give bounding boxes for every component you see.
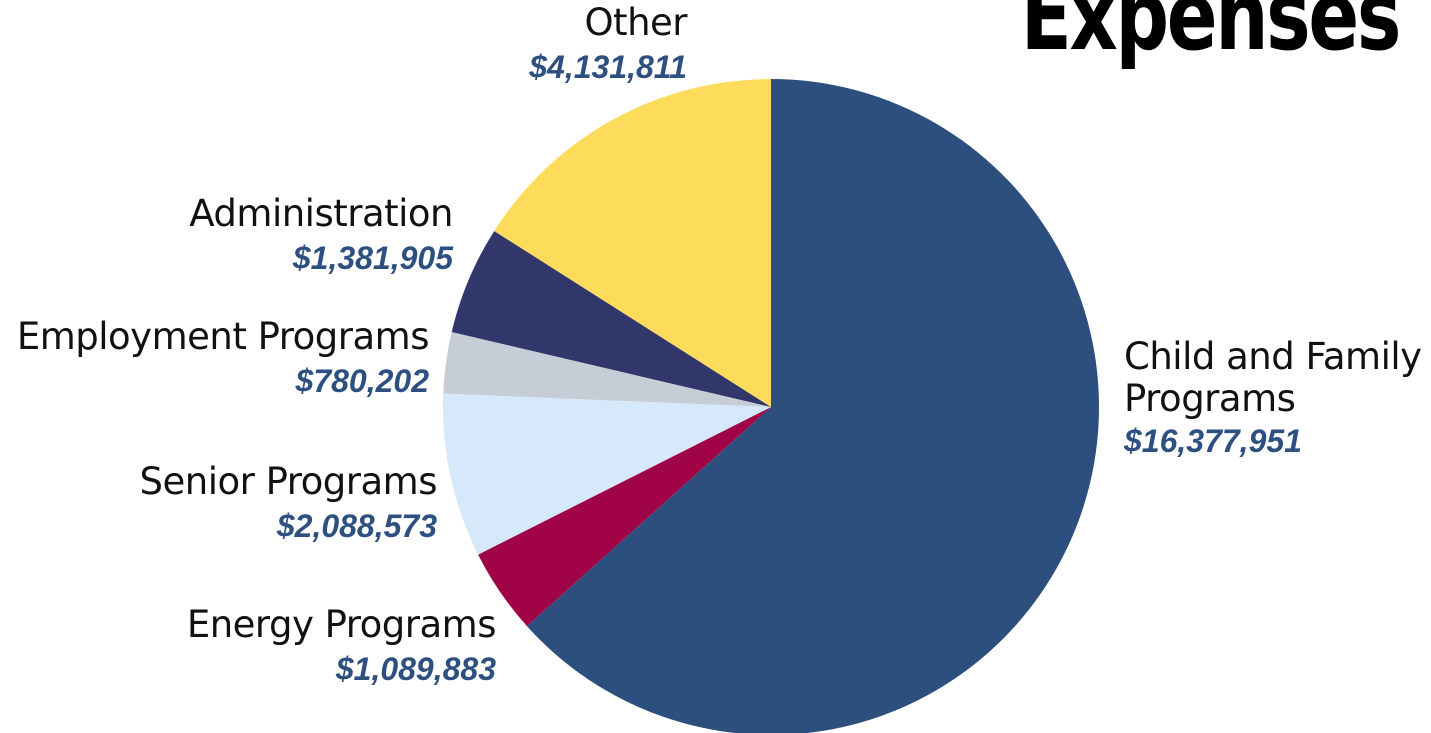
slice-label-other: Other <box>584 1 687 44</box>
pie-slice-administration <box>451 230 771 407</box>
slice-label-child-family-line2: Programs <box>1124 377 1296 420</box>
pie-slice-child-family <box>526 79 1099 733</box>
slice-value-other: $4,131,811 <box>529 49 687 85</box>
pie-slice-employment <box>443 332 771 407</box>
slice-value-child-family: $16,377,951 <box>1124 423 1302 459</box>
slice-value-employment: $780,202 <box>295 363 429 399</box>
slice-value-energy: $1,089,883 <box>335 651 496 687</box>
label-child-family: Child and Family Programs $16,377,951 <box>1124 338 1422 457</box>
slice-value-senior: $2,088,573 <box>276 508 437 544</box>
pie-slices <box>443 79 1099 733</box>
slice-label-energy: Energy Programs <box>186 603 497 646</box>
pie-slice-other <box>494 79 771 407</box>
label-energy: Energy Programs $1,089,883 <box>186 603 497 687</box>
chart-title: Expenses <box>1020 0 1402 72</box>
label-other: Other $4,131,811 <box>529 4 687 83</box>
slice-label-child-family-line1: Child and Family <box>1124 335 1422 378</box>
pie-slice-senior <box>443 393 771 555</box>
slice-value-administration: $1,381,905 <box>292 240 453 276</box>
slice-label-senior: Senior Programs <box>139 460 438 503</box>
label-employment: Employment Programs $780,202 <box>16 315 430 399</box>
slice-label-administration: Administration <box>189 192 453 235</box>
slice-label-employment: Employment Programs <box>16 315 430 358</box>
pie-slice-energy <box>478 407 771 627</box>
label-senior: Senior Programs $2,088,573 <box>139 460 438 544</box>
label-administration: Administration $1,381,905 <box>189 195 453 274</box>
